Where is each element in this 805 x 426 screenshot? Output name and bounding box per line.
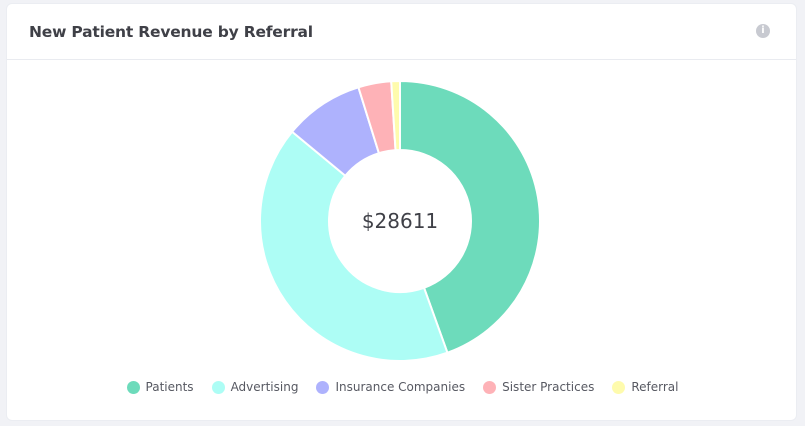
info-icon[interactable]: i xyxy=(756,24,770,38)
legend-label-patients: Patients xyxy=(145,380,194,394)
legend-swatch-advertising xyxy=(211,380,225,394)
legend-item-referral[interactable]: Referral xyxy=(612,380,678,394)
chart-slices xyxy=(259,79,541,362)
legend-item-sister-practices[interactable]: Sister Practices xyxy=(483,380,594,394)
card-title: New Patient Revenue by Referral xyxy=(29,23,313,41)
legend-label-insurance-companies: Insurance Companies xyxy=(335,380,466,394)
legend-label-sister-practices: Sister Practices xyxy=(502,380,595,394)
card-header: New Patient Revenue by Referral i xyxy=(7,4,796,60)
legend-swatch-patients xyxy=(126,380,140,394)
chart-legend: Patients Advertising Insurance Companies Si… xyxy=(7,380,798,394)
legend-swatch-insurance-companies xyxy=(316,380,330,394)
chart-center-total: $28611 xyxy=(362,209,438,233)
legend-item-patients[interactable]: Patients xyxy=(126,380,194,394)
slice-advertising[interactable] xyxy=(259,130,449,362)
slice-patients[interactable] xyxy=(399,79,541,355)
slice-referral[interactable] xyxy=(390,79,401,152)
legend-swatch-sister-practices xyxy=(483,380,497,394)
legend-swatch-referral xyxy=(612,380,626,394)
legend-label-advertising: Advertising xyxy=(230,380,299,394)
legend-label-referral: Referral xyxy=(631,380,679,394)
legend-item-advertising[interactable]: Advertising xyxy=(211,380,299,394)
revenue-card: New Patient Revenue by Referral i $28611… xyxy=(6,3,797,421)
doughnut-chart: $28611 xyxy=(259,79,541,362)
legend-item-insurance-companies[interactable]: Insurance Companies xyxy=(316,380,465,394)
